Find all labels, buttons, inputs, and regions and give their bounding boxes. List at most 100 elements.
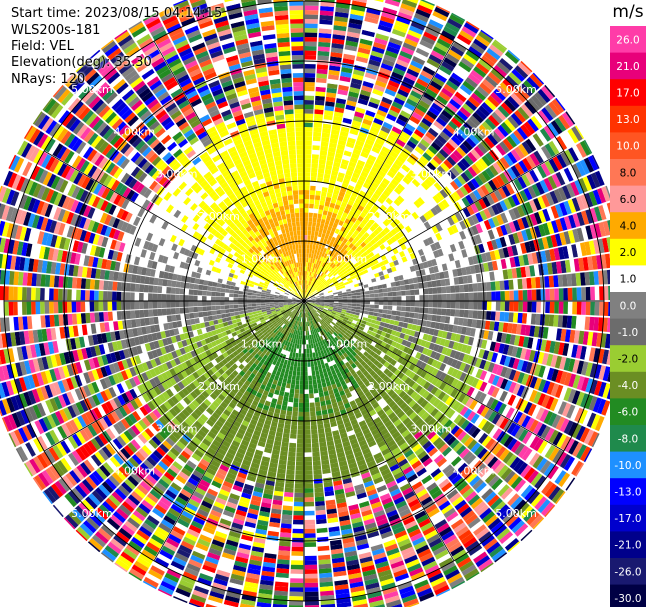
velocity-cell xyxy=(409,456,419,466)
velocity-cell xyxy=(356,51,370,59)
velocity-cell xyxy=(351,306,357,310)
velocity-cell xyxy=(363,76,376,84)
velocity-cell xyxy=(364,16,379,24)
velocity-cell xyxy=(320,218,326,225)
velocity-cell xyxy=(517,106,530,120)
velocity-cell xyxy=(337,318,343,323)
velocity-cell xyxy=(281,514,293,520)
velocity-cell xyxy=(487,517,502,531)
velocity-cell xyxy=(409,330,416,337)
velocity-cell xyxy=(525,171,535,185)
velocity-cell xyxy=(569,329,576,343)
velocity-cell xyxy=(542,366,551,380)
velocity-cell xyxy=(525,155,537,169)
velocity-cell xyxy=(538,379,547,392)
velocity-cell xyxy=(433,120,445,131)
velocity-cell xyxy=(316,523,328,529)
velocity-cell xyxy=(411,402,420,411)
velocity-cell xyxy=(363,245,370,251)
velocity-cell xyxy=(353,342,359,348)
velocity-cell xyxy=(419,240,426,249)
velocity-cell xyxy=(559,371,568,385)
velocity-cell xyxy=(494,552,508,563)
velocity-cell xyxy=(372,353,380,360)
velocity-cell xyxy=(366,105,378,114)
velocity-cell xyxy=(310,343,314,349)
velocity-cell xyxy=(314,109,324,115)
velocity-cell xyxy=(486,396,495,408)
velocity-cell xyxy=(369,207,377,215)
velocity-cell xyxy=(331,193,338,200)
velocity-cell xyxy=(432,194,441,204)
velocity-cell xyxy=(578,178,588,193)
velocity-cell xyxy=(415,359,423,368)
velocity-cell xyxy=(311,442,319,448)
velocity-cell xyxy=(572,228,580,243)
velocity-cell xyxy=(474,175,484,187)
velocity-cell xyxy=(357,351,363,357)
velocity-cell xyxy=(483,219,492,230)
velocity-cell xyxy=(322,310,327,314)
velocity-cell xyxy=(560,328,567,342)
velocity-cell xyxy=(327,188,334,194)
velocity-cell xyxy=(416,103,428,114)
velocity-cell xyxy=(336,289,342,292)
velocity-cell xyxy=(467,411,476,422)
velocity-cell xyxy=(589,207,598,223)
velocity-cell xyxy=(336,311,342,315)
velocity-cell xyxy=(559,133,572,148)
velocity-cell xyxy=(410,295,415,301)
velocity-cell xyxy=(290,569,304,574)
velocity-cell xyxy=(431,102,443,113)
velocity-cell xyxy=(328,250,333,256)
velocity-cell xyxy=(333,189,340,196)
velocity-cell xyxy=(435,232,443,241)
velocity-cell xyxy=(405,306,411,312)
velocity-cell xyxy=(304,19,318,24)
velocity-cell xyxy=(541,145,552,160)
velocity-cell xyxy=(313,283,317,288)
velocity-cell xyxy=(312,375,317,380)
velocity-cell xyxy=(484,472,497,484)
velocity-cell xyxy=(432,437,443,447)
velocity-cell xyxy=(425,88,438,99)
velocity-cell xyxy=(313,240,317,246)
velocity-cell xyxy=(453,277,460,285)
velocity-cell xyxy=(334,267,340,272)
velocity-cell xyxy=(344,193,351,200)
velocity-cell xyxy=(579,140,591,156)
velocity-cell xyxy=(405,173,414,182)
velocity-cell xyxy=(334,228,340,235)
velocity-cell xyxy=(404,433,414,442)
velocity-cell xyxy=(479,210,488,221)
velocity-cell xyxy=(594,364,602,379)
velocity-cell xyxy=(471,319,477,328)
velocity-cell xyxy=(420,454,430,464)
velocity-cell xyxy=(350,9,365,17)
velocity-cell xyxy=(313,235,318,241)
velocity-cell xyxy=(342,318,348,323)
velocity-cell xyxy=(330,339,335,345)
velocity-cell xyxy=(457,128,468,140)
velocity-cell xyxy=(516,231,525,243)
velocity-cell xyxy=(391,126,402,135)
velocity-cell xyxy=(462,510,476,522)
velocity-cell xyxy=(287,374,292,380)
velocity-cell xyxy=(402,273,409,280)
velocity-cell xyxy=(327,211,333,217)
velocity-cell xyxy=(417,450,428,460)
velocity-cell xyxy=(373,236,380,243)
velocity-cell xyxy=(520,484,534,499)
velocity-cell xyxy=(441,393,450,403)
velocity-cell xyxy=(322,123,332,130)
velocity-cell xyxy=(351,351,357,357)
velocity-cell xyxy=(344,325,350,330)
velocity-cell xyxy=(438,354,446,363)
velocity-cell xyxy=(312,456,321,462)
velocity-cell xyxy=(551,261,558,275)
velocity-cell xyxy=(318,432,326,439)
velocity-cell xyxy=(441,247,448,256)
velocity-cell xyxy=(529,419,539,433)
velocity-cell xyxy=(335,322,341,327)
velocity-cell xyxy=(475,319,482,329)
